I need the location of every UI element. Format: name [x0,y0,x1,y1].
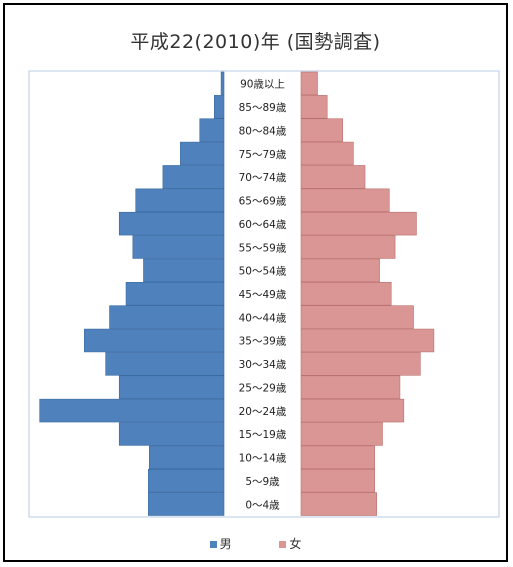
bar-male-14 [162,165,225,189]
category-label-0: 0～4歳 [245,499,280,511]
bar-female-1 [300,468,376,493]
legend-item-female: 女 [279,535,301,552]
legend-label-male: 男 [219,537,232,551]
category-label-15: 75～79歳 [239,149,287,161]
bar-female-13 [300,188,390,213]
category-label-4: 20～24歳 [239,406,287,418]
bar-male-15 [180,141,225,166]
bar-male-12 [118,211,225,236]
bar-female-2 [300,445,376,470]
category-label-18: 90歳以上 [240,79,285,91]
category-label-5: 25～29歳 [239,382,287,394]
bar-male-18 [220,71,225,96]
chart-frame: 平成22(2010)年 (国勢調査) 0～4歳 5～9歳 10～14歳 15～19歳 2… [3,3,508,562]
bar-male-5 [118,375,225,399]
legend: 男 女 [5,535,506,552]
bar-male-13 [135,188,225,213]
bar-male-3 [118,422,225,446]
bar-male-8 [109,305,225,329]
category-label-12: 60～64歳 [239,219,287,231]
population-pyramid: 0～4歳 5～9歳 10～14歳 15～19歳 20～24歳 25～29歳 30～34歳 35… [28,70,500,518]
category-label-14: 70～74歳 [239,172,287,184]
category-label-1: 5～9歳 [245,476,280,488]
bar-female-5 [300,375,401,399]
category-label-13: 65～69歳 [239,196,287,208]
bar-male-4 [39,398,225,423]
bar-female-18 [300,71,318,96]
bar-female-0 [300,492,377,516]
bar-female-4 [300,398,405,423]
bar-female-8 [300,305,414,329]
bar-female-6 [300,352,421,376]
bar-female-12 [300,211,417,236]
bar-female-16 [300,118,344,142]
bar-female-11 [300,235,396,259]
chart-title: 平成22(2010)年 (国勢調査) [130,31,381,53]
legend-swatch-female [279,541,287,548]
bar-female-15 [300,141,354,166]
bar-female-14 [300,165,366,189]
bar-male-0 [148,492,225,516]
bar-female-7 [300,328,435,353]
category-label-9: 45～49歳 [239,289,287,301]
category-label-3: 15～19歳 [239,429,287,441]
category-label-16: 80～84歳 [239,125,287,137]
category-label-7: 35～39歳 [239,336,287,348]
bar-male-17 [214,95,225,119]
category-label-10: 50～54歳 [239,266,287,278]
category-label-6: 30～34歳 [239,359,287,371]
bar-male-10 [143,258,225,283]
bar-male-2 [149,445,225,470]
plot-area [28,70,500,518]
bar-male-16 [199,118,225,142]
category-label-2: 10～14歳 [239,453,287,465]
category-label-17: 85～89歳 [239,102,287,114]
bar-male-9 [125,282,225,306]
legend-swatch-male [209,541,217,548]
legend-label-female: 女 [289,537,302,551]
bar-male-11 [132,235,225,259]
category-label-11: 55～59歳 [239,242,287,254]
bar-female-3 [300,422,383,446]
legend-item-male: 男 [209,535,232,552]
bar-female-9 [300,282,392,306]
bar-female-17 [300,95,328,119]
bar-male-7 [84,328,225,353]
bar-female-10 [300,258,380,283]
bar-male-6 [105,352,225,376]
category-label-8: 40～44歳 [239,312,287,324]
bar-male-1 [148,468,225,493]
